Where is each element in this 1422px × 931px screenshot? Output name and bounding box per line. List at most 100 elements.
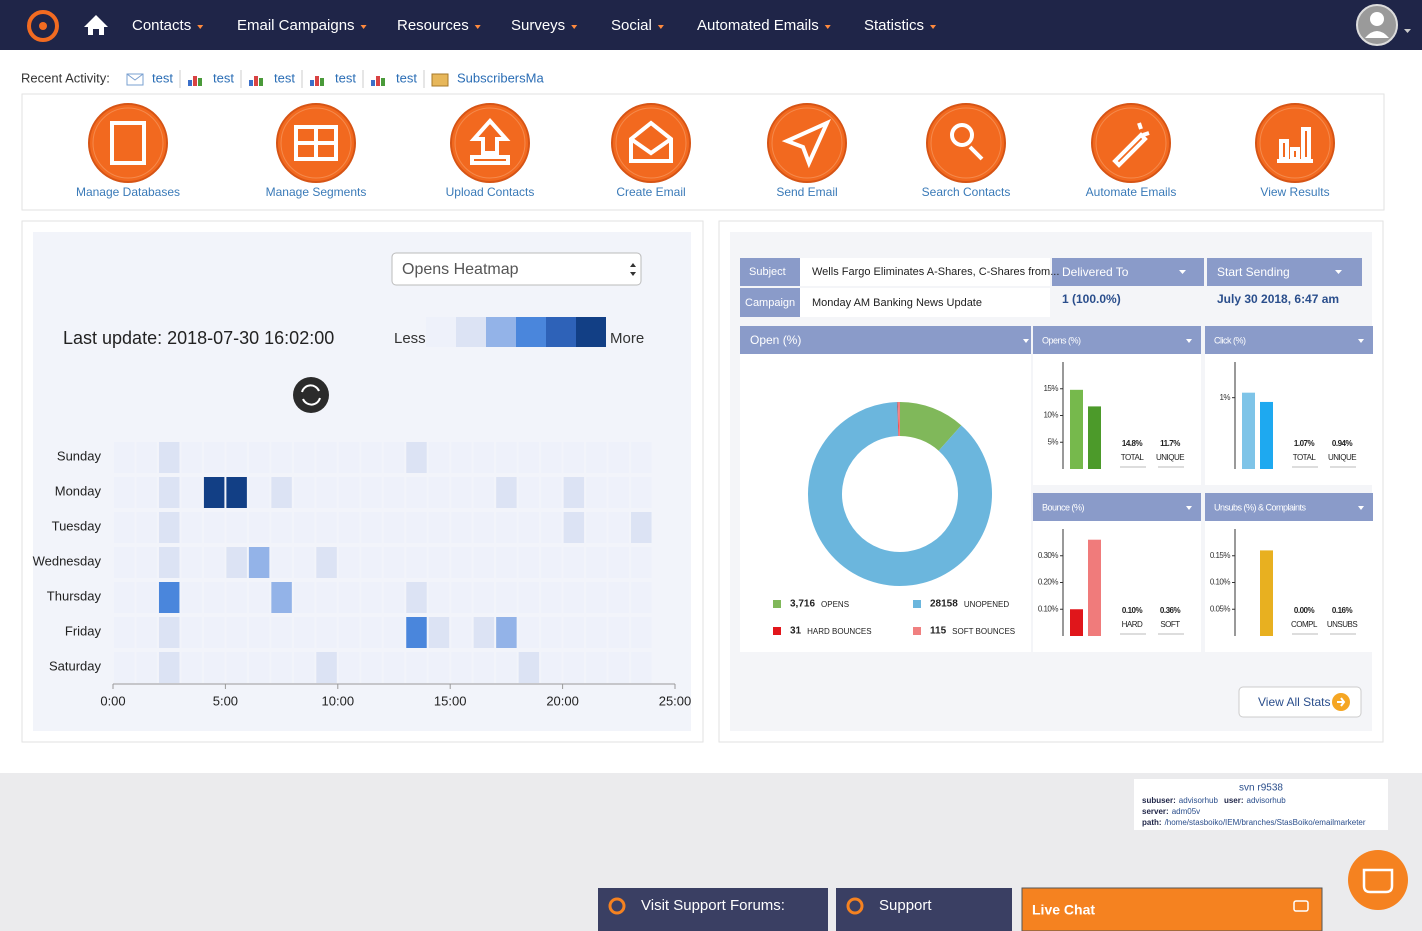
chart-icon-bar <box>254 76 258 86</box>
bar-category: HARD <box>1122 620 1143 629</box>
heat-cell <box>338 442 360 473</box>
heat-cell <box>383 582 405 613</box>
nav-caret <box>474 25 481 29</box>
view-all-button[interactable] <box>1238 686 1362 718</box>
tile-label[interactable]: Manage Segments <box>266 185 367 199</box>
tile-label[interactable]: Upload Contacts <box>446 185 535 199</box>
recent-item[interactable]: test <box>396 70 417 85</box>
tile-label[interactable]: View Results <box>1260 185 1329 199</box>
nav-item[interactable]: Automated Emails <box>697 17 819 34</box>
mini-header[interactable] <box>1033 493 1201 521</box>
row-label: Monday <box>55 483 102 498</box>
bar <box>1260 401 1273 469</box>
bar-category: UNSUBS <box>1327 620 1358 629</box>
start-header[interactable] <box>1207 258 1362 286</box>
tile-label[interactable]: Search Contacts <box>922 185 1011 199</box>
tile-glyph <box>110 121 146 165</box>
delivered-header[interactable] <box>1052 258 1204 286</box>
chat-bubble[interactable] <box>1348 850 1408 910</box>
envelope-flap <box>126 73 144 81</box>
heat-cell <box>541 512 562 543</box>
support-button[interactable] <box>836 888 1012 931</box>
mini-body <box>1033 521 1201 652</box>
heat-cell <box>451 547 472 578</box>
tile-label[interactable]: Automate Emails <box>1086 185 1177 199</box>
heat-cell <box>496 547 517 578</box>
subject-value: Wells Fargo Eliminates A-Shares, C-Share… <box>812 266 1059 278</box>
nav-item[interactable]: Contacts <box>132 17 191 34</box>
chart-icon-bar <box>381 78 385 86</box>
heat-cell <box>248 652 270 683</box>
heat-cell <box>473 617 495 648</box>
bar <box>1088 406 1101 469</box>
tile-ring <box>92 107 164 179</box>
heat-cell <box>451 582 472 613</box>
tile-ring <box>454 107 526 179</box>
logo[interactable] <box>27 10 59 42</box>
nav-item[interactable]: Social <box>611 17 652 34</box>
heat-cell <box>136 477 157 508</box>
donut-slice <box>808 402 992 586</box>
nav-item[interactable]: Statistics <box>864 17 924 34</box>
home-icon[interactable] <box>84 15 108 35</box>
nav-caret <box>571 25 578 29</box>
heat-cell <box>428 442 450 473</box>
support-icon <box>846 897 864 915</box>
heat-cell <box>563 442 585 473</box>
nav-item[interactable]: Email Campaigns <box>237 17 355 34</box>
heat-cell <box>226 442 247 473</box>
tile-icon[interactable] <box>1255 103 1335 183</box>
recent-item[interactable]: SubscribersMa <box>457 70 544 85</box>
row-label: Saturday <box>49 658 102 673</box>
nav-item[interactable]: Resources <box>397 17 469 34</box>
x-tick-label: 20:00 <box>546 693 579 708</box>
tile-icon[interactable] <box>611 103 691 183</box>
heat-cell <box>541 547 562 578</box>
tile-icon[interactable] <box>88 103 168 183</box>
y-tick-label: 0.30% <box>1038 551 1059 560</box>
legend-swatch <box>486 317 516 347</box>
y-tick-label: 0.15% <box>1210 551 1231 560</box>
recent-item[interactable]: test <box>213 70 234 85</box>
tiles-panel <box>21 93 1385 211</box>
heat-cell <box>248 512 270 543</box>
heat-cell <box>271 582 292 613</box>
mini-header[interactable] <box>1205 326 1373 354</box>
tile-label[interactable]: Manage Databases <box>76 185 180 199</box>
tile-label[interactable]: Create Email <box>616 185 685 199</box>
refresh-button[interactable] <box>293 377 329 413</box>
heat-cell <box>203 547 225 578</box>
heat-cell <box>608 582 630 613</box>
heat-cell <box>226 512 247 543</box>
heat-cell <box>496 442 517 473</box>
heat-cell <box>248 477 270 508</box>
tile-icon[interactable] <box>767 103 847 183</box>
recent-item[interactable]: test <box>274 70 295 85</box>
open-header[interactable] <box>740 326 1031 354</box>
view-all-text: View All Stats <box>1258 695 1330 709</box>
recent-label: Recent Activity: <box>21 70 110 85</box>
nav-item[interactable]: Surveys <box>511 17 565 34</box>
legend-swatch <box>546 317 576 347</box>
live-chat-button[interactable] <box>1021 887 1323 931</box>
avatar-caret[interactable] <box>1404 29 1411 33</box>
legend-label: UNOPENED <box>964 600 1010 609</box>
tile-label[interactable]: Send Email <box>776 185 837 199</box>
recent-item[interactable]: test <box>152 70 173 85</box>
heat-cell <box>338 512 360 543</box>
x-tick-label: 0:00 <box>100 693 125 708</box>
mini-body <box>1205 521 1373 652</box>
svn: svn r9538 <box>1239 783 1283 794</box>
heat-cell <box>181 652 202 683</box>
legend-label: SOFT BOUNCES <box>952 627 1015 636</box>
recent-item[interactable]: test <box>335 70 356 85</box>
heat-cell <box>428 617 450 648</box>
mini-header[interactable] <box>1205 493 1373 521</box>
mini-header[interactable] <box>1033 326 1201 354</box>
heat-cell <box>383 652 405 683</box>
row-label: Thursday <box>47 588 102 603</box>
heatmap-select[interactable] <box>391 252 642 286</box>
forums-button[interactable] <box>598 888 828 931</box>
tile-ring <box>1095 107 1167 179</box>
tile-icon[interactable] <box>450 103 530 183</box>
